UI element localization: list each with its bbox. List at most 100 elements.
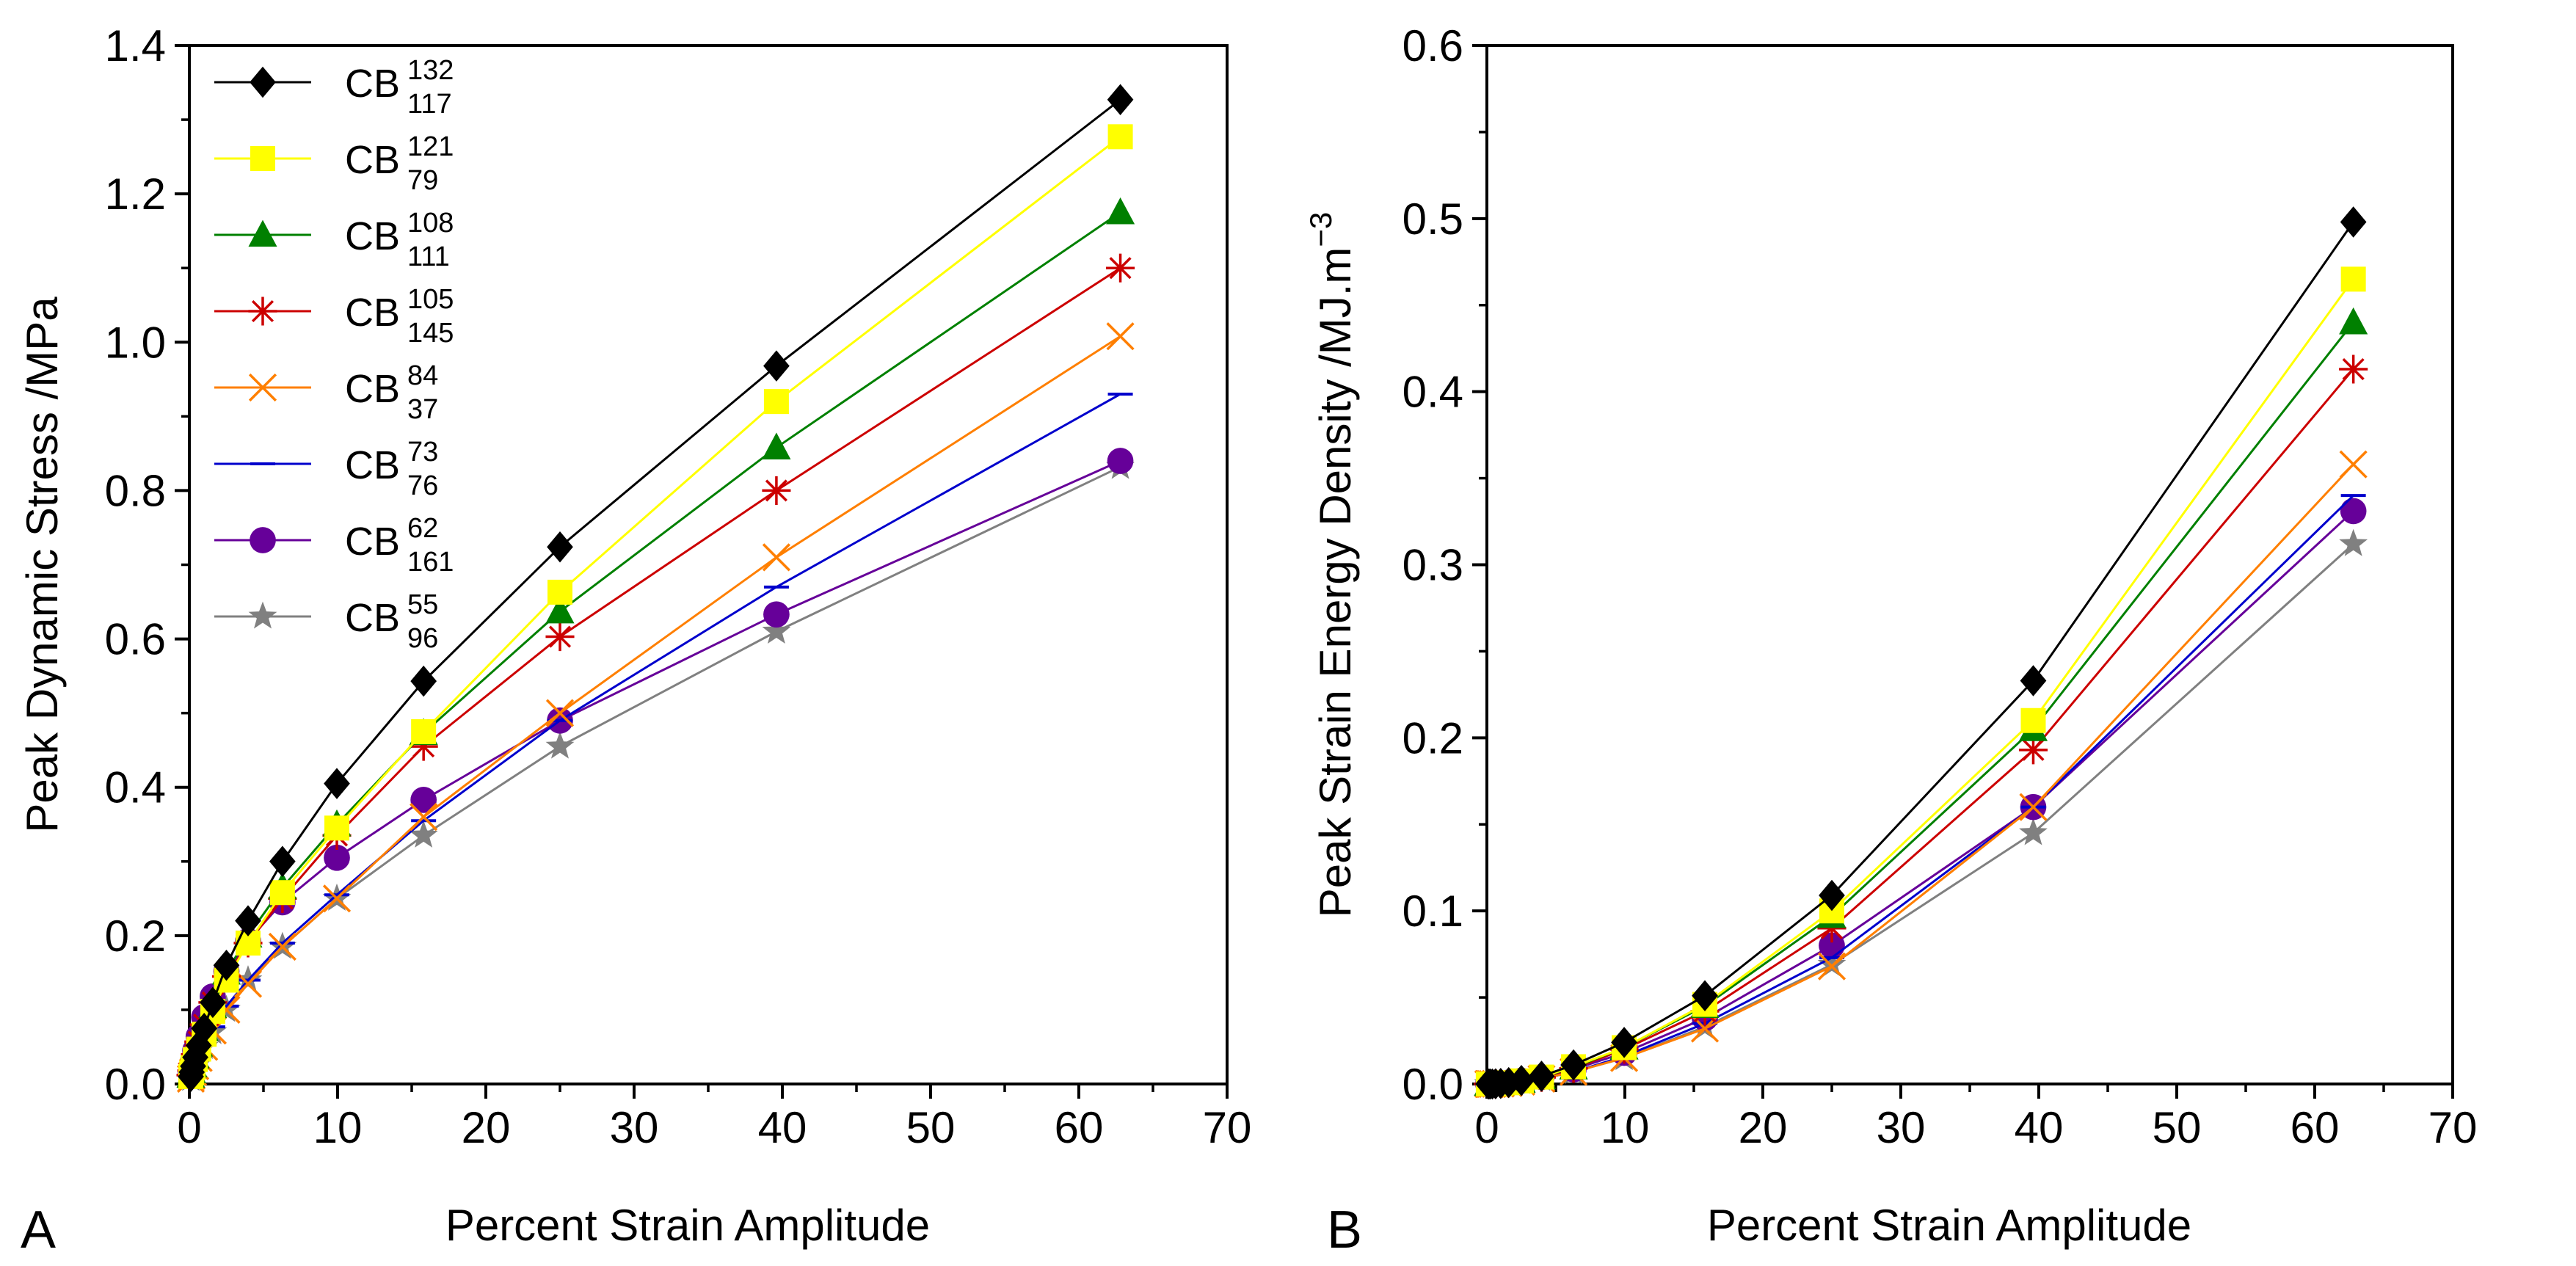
legend-marker xyxy=(248,297,277,326)
x-tick-label: 10 xyxy=(313,1103,363,1152)
y-tick-label: 0.2 xyxy=(105,912,166,961)
data-point xyxy=(1817,952,1847,981)
legend-marker xyxy=(248,373,277,402)
y-axis-title-superscript: −3 xyxy=(1303,212,1338,247)
data-point xyxy=(762,432,791,459)
legend-marker xyxy=(250,146,275,171)
data-point xyxy=(200,986,226,1019)
legend-label-superscript: 84 xyxy=(407,360,438,391)
legend-label: CB xyxy=(345,596,400,640)
data-point xyxy=(547,579,572,605)
legend-label-base: CB xyxy=(345,596,400,640)
y-tick-label: 0.6 xyxy=(1402,21,1463,70)
data-point xyxy=(1106,253,1135,283)
legend-label-superscript: 108 xyxy=(407,208,454,239)
panel-label: A xyxy=(21,1201,56,1259)
legend-label-subscript: 145 xyxy=(407,318,454,349)
data-point xyxy=(409,821,438,848)
legend-label-base: CB xyxy=(345,291,400,335)
data-point xyxy=(1107,448,1134,474)
x-tick-label: 40 xyxy=(2015,1103,2064,1152)
y-tick-label: 0.6 xyxy=(105,615,166,664)
legend-label-base: CB xyxy=(345,367,400,411)
data-point xyxy=(324,768,350,799)
legend-label-subscript: 161 xyxy=(407,547,454,578)
data-point xyxy=(2340,206,2367,238)
data-point xyxy=(322,884,352,913)
data-point xyxy=(2019,818,2048,845)
data-point xyxy=(2339,450,2368,479)
x-tick-label: 0 xyxy=(177,1103,201,1152)
y-tick-label: 0.1 xyxy=(1402,887,1463,936)
legend-label-subscript: 79 xyxy=(407,165,438,196)
x-tick-label: 70 xyxy=(2428,1103,2478,1152)
data-point xyxy=(2018,735,2048,765)
y-tick-label: 0.0 xyxy=(105,1060,166,1109)
x-tick-label: 40 xyxy=(758,1103,807,1152)
data-point xyxy=(2020,665,2047,696)
panel-label: B xyxy=(1327,1201,1362,1259)
data-point xyxy=(545,596,575,624)
y-tick-label: 1.2 xyxy=(105,170,166,219)
y-tick-label: 0.5 xyxy=(1402,194,1463,244)
data-point xyxy=(762,543,791,572)
legend-label-subscript: 37 xyxy=(407,394,438,425)
x-tick-label: 30 xyxy=(1877,1103,1926,1152)
data-point xyxy=(233,969,263,998)
legend-label-base: CB xyxy=(345,138,400,182)
data-point xyxy=(1508,1065,1535,1096)
x-axis-title: Percent Strain Amplitude xyxy=(445,1201,930,1250)
series-1 xyxy=(178,84,1134,1093)
y-tick-label: 0.8 xyxy=(105,466,166,515)
data-point xyxy=(2020,707,2046,733)
data-point xyxy=(1817,949,1847,977)
legend-label-superscript: 121 xyxy=(407,131,454,162)
data-point xyxy=(269,880,295,906)
x-tick-label: 20 xyxy=(462,1103,511,1152)
data-point xyxy=(213,950,240,981)
data-point xyxy=(762,616,791,644)
legend-label-subscript: 117 xyxy=(407,89,452,120)
data-point xyxy=(191,1012,218,1044)
data-point xyxy=(1107,124,1133,150)
legend-marker xyxy=(250,527,276,553)
panel-b: 0 10 20 30 40 50 60 70 0.0 0.1 0.2 0.3 0.4 0.5 0.6 Perc… xyxy=(1303,21,2477,1259)
data-point xyxy=(1107,84,1134,116)
x-tick-label: 20 xyxy=(1739,1103,1788,1152)
y-axis-title-text: Peak Strain Energy Density /MJ.m xyxy=(1311,247,1360,918)
data-point xyxy=(268,932,296,961)
data-point xyxy=(2339,354,2368,384)
x-tick-label: 0 xyxy=(1474,1103,1499,1152)
data-point xyxy=(324,815,349,841)
legend-label-base: CB xyxy=(345,214,400,258)
data-point xyxy=(409,732,438,761)
data-point xyxy=(545,699,575,727)
data-point xyxy=(1106,322,1135,351)
data-point xyxy=(2340,498,2367,525)
x-tick-label: 30 xyxy=(610,1103,659,1152)
data-point xyxy=(2340,266,2366,292)
x-tick-label: 50 xyxy=(906,1103,956,1152)
legend-label-subscript: 96 xyxy=(407,623,438,654)
series-1 xyxy=(1475,206,2367,1100)
y-tick-label: 1.4 xyxy=(105,21,166,70)
data-point xyxy=(1528,1061,1555,1092)
data-point xyxy=(1819,879,1845,912)
legend-label-superscript: 55 xyxy=(407,589,438,620)
data-point xyxy=(182,1041,208,1073)
x-tick-label: 60 xyxy=(2291,1103,2340,1152)
data-point xyxy=(1692,980,1718,1011)
legend-label: CB xyxy=(345,214,400,258)
y-tick-label: 0.2 xyxy=(1402,713,1463,763)
legend-label-superscript: 105 xyxy=(407,284,454,315)
x-tick-label: 10 xyxy=(1601,1103,1650,1152)
y-tick-label: 0.4 xyxy=(105,763,166,812)
legend-label-base: CB xyxy=(345,62,400,106)
data-point xyxy=(2339,528,2368,556)
y-axis-title: Peak Strain Energy Density /MJ.m−3 xyxy=(1303,212,1360,918)
